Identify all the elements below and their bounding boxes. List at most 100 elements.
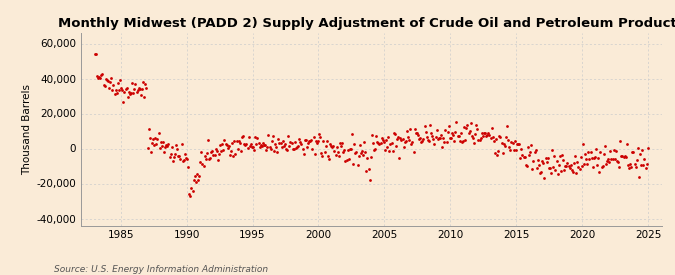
Point — [596, 164, 607, 169]
Point — [342, 148, 353, 153]
Point — [92, 74, 103, 78]
Point — [616, 154, 627, 158]
Point — [545, 171, 556, 175]
Point — [507, 141, 518, 145]
Point — [250, 134, 261, 139]
Point — [329, 149, 340, 153]
Point — [428, 136, 439, 141]
Point — [183, 165, 194, 169]
Point — [356, 150, 367, 155]
Point — [465, 120, 476, 125]
Point — [216, 148, 227, 153]
Point — [381, 138, 392, 142]
Point — [94, 75, 105, 79]
Point — [386, 141, 397, 145]
Point — [296, 141, 307, 146]
Point — [495, 134, 506, 139]
Point — [316, 151, 327, 155]
Point — [340, 159, 351, 163]
Point — [473, 138, 484, 142]
Y-axis label: Thousand Barrels: Thousand Barrels — [22, 84, 32, 175]
Point — [410, 131, 421, 135]
Point — [346, 147, 356, 151]
Point — [330, 153, 341, 157]
Point — [294, 136, 304, 141]
Point — [297, 147, 308, 152]
Point — [132, 87, 143, 92]
Point — [346, 132, 357, 136]
Point — [279, 142, 290, 146]
Point — [486, 126, 497, 131]
Point — [225, 153, 236, 158]
Point — [117, 88, 128, 92]
Point — [468, 141, 479, 145]
Point — [195, 160, 206, 164]
Point — [325, 142, 335, 147]
Point — [456, 130, 466, 135]
Point — [462, 123, 473, 127]
Point — [613, 160, 624, 164]
Point — [321, 139, 332, 143]
Point — [152, 136, 163, 141]
Point — [255, 143, 266, 147]
Point — [104, 86, 115, 90]
Point — [186, 186, 197, 190]
Point — [518, 155, 529, 159]
Point — [389, 132, 400, 136]
Point — [402, 129, 412, 134]
Point — [372, 140, 383, 144]
Point — [335, 141, 346, 145]
Point — [260, 143, 271, 147]
Point — [374, 141, 385, 146]
Point — [256, 144, 267, 148]
Point — [585, 150, 596, 154]
Point — [512, 142, 522, 146]
Point — [361, 169, 372, 174]
Point — [440, 128, 451, 132]
Point — [269, 149, 279, 153]
Point — [323, 154, 333, 158]
Point — [263, 132, 274, 137]
Point — [144, 136, 155, 140]
Point — [639, 157, 650, 161]
Point — [288, 147, 299, 151]
Point — [142, 145, 153, 150]
Point — [558, 158, 568, 162]
Point — [281, 147, 292, 151]
Point — [246, 141, 256, 146]
Point — [127, 81, 138, 86]
Point — [559, 167, 570, 172]
Point — [148, 142, 159, 147]
Point — [634, 151, 645, 156]
Point — [367, 141, 378, 145]
Point — [89, 52, 100, 56]
Point — [151, 142, 162, 146]
Point — [575, 154, 586, 159]
Point — [406, 141, 416, 146]
Point — [258, 141, 269, 145]
Point — [547, 148, 558, 153]
Point — [221, 142, 232, 147]
Point — [304, 139, 315, 143]
Point — [155, 140, 166, 144]
Point — [252, 136, 263, 140]
Point — [305, 139, 316, 143]
Point — [319, 150, 330, 154]
Point — [502, 123, 512, 128]
Point — [211, 147, 221, 152]
Point — [163, 142, 173, 147]
Point — [131, 90, 142, 94]
Point — [450, 130, 461, 134]
Point — [578, 162, 589, 166]
Point — [148, 137, 159, 141]
Point — [140, 82, 151, 87]
Point — [126, 91, 136, 95]
Point — [571, 171, 582, 175]
Point — [503, 138, 514, 142]
Point — [190, 174, 200, 178]
Point — [417, 139, 428, 143]
Point — [115, 78, 126, 82]
Point — [192, 171, 202, 176]
Point — [464, 129, 475, 133]
Point — [564, 166, 575, 170]
